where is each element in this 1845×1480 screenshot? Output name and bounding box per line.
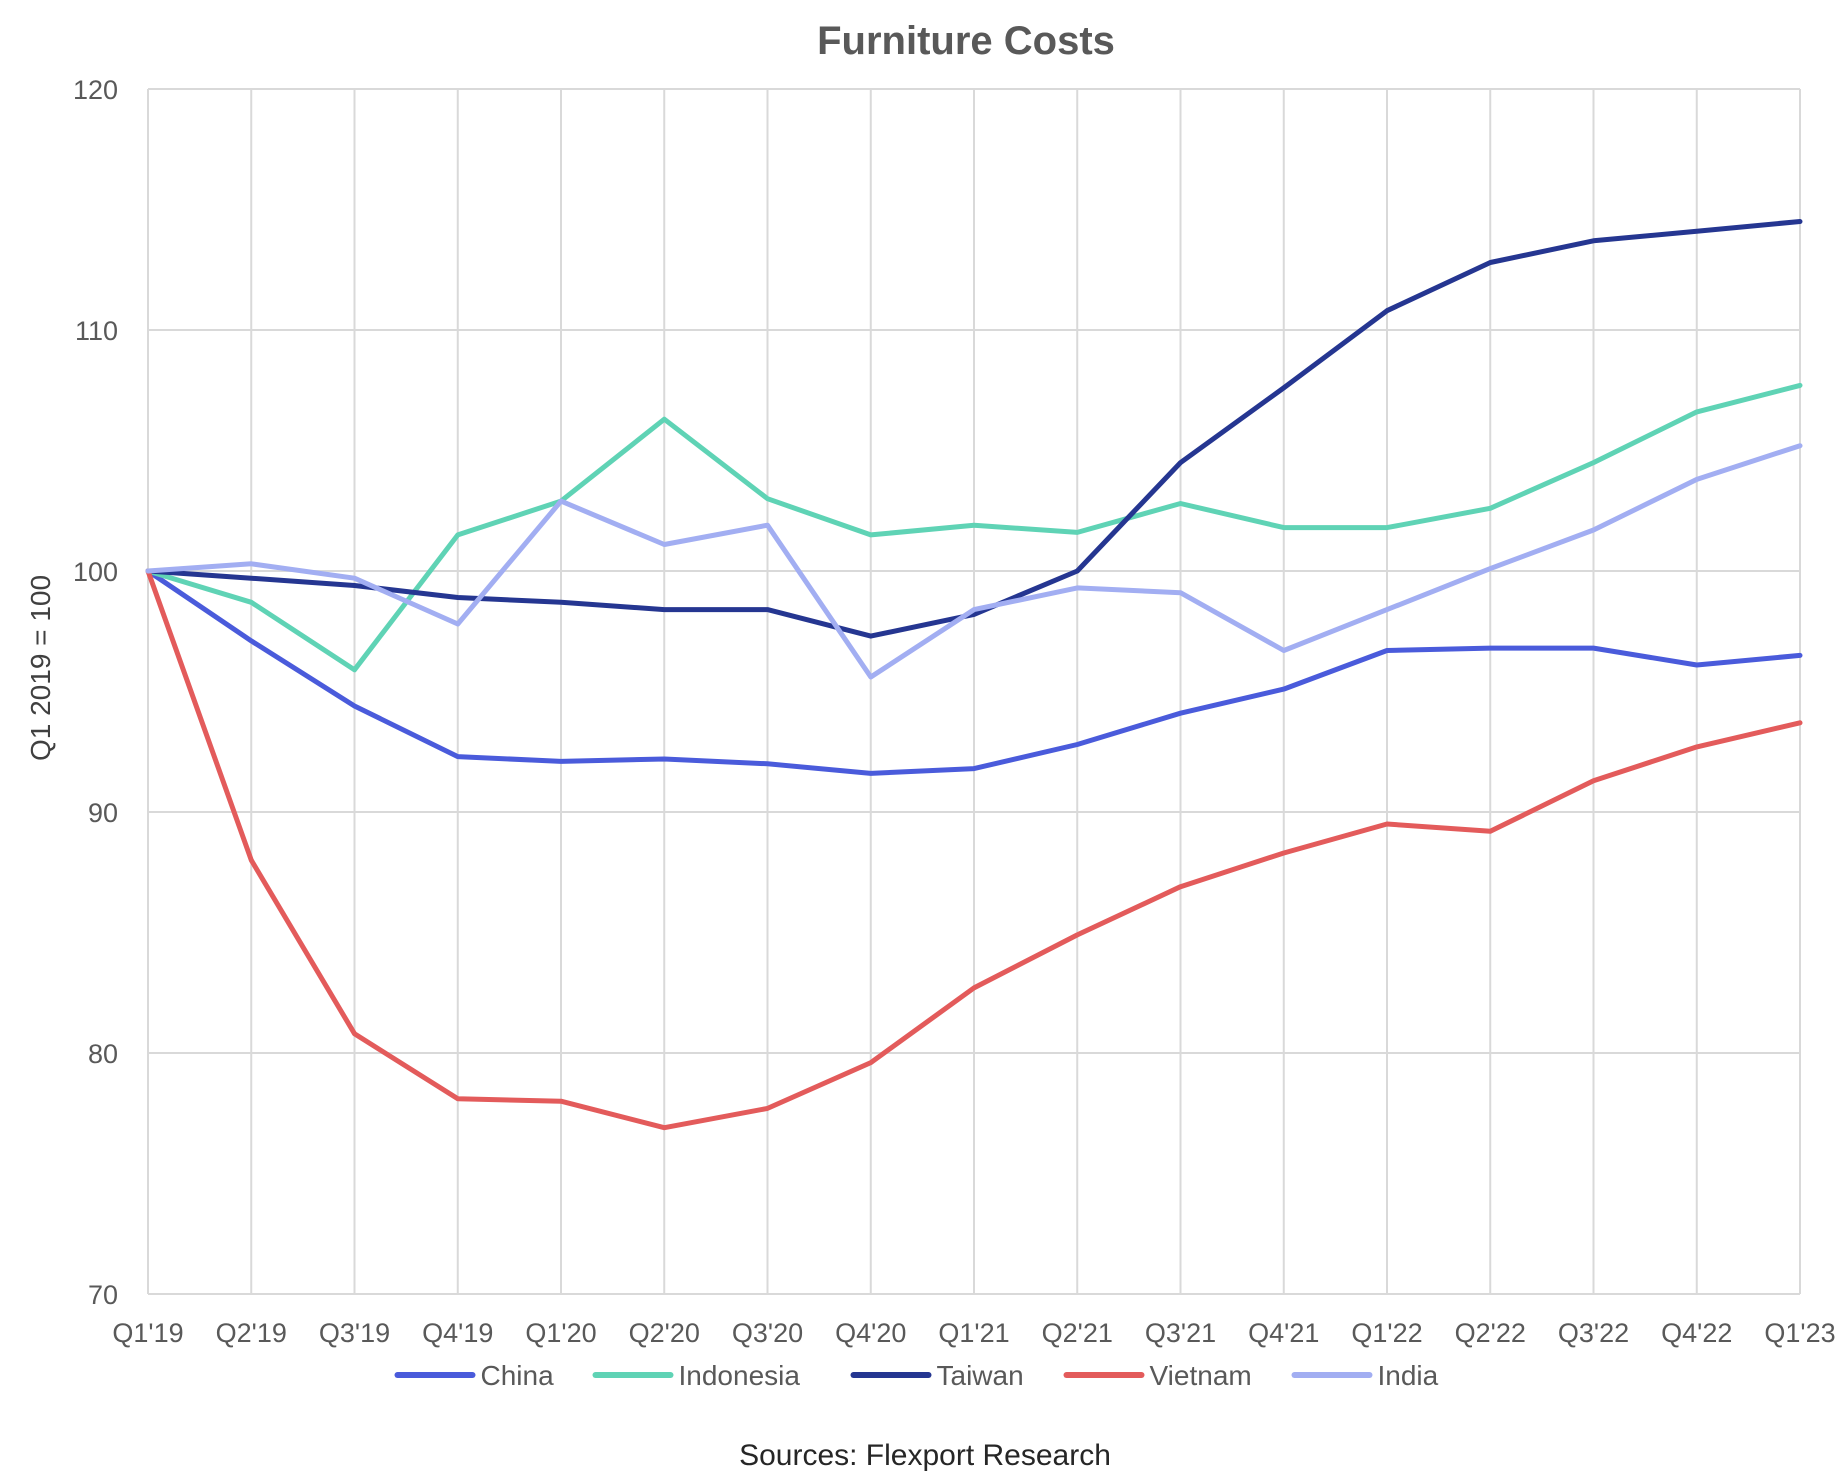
gridlines <box>147 88 1801 1295</box>
x-tick-label: Q3'22 <box>1558 1318 1629 1348</box>
x-tick-label: Q3'19 <box>319 1318 390 1348</box>
series-line-indonesia <box>145 382 1803 673</box>
y-tick-label: 100 <box>73 557 118 587</box>
series-line-vietnam <box>145 568 1803 1131</box>
x-tick-label: Q2'19 <box>216 1318 287 1348</box>
plot-lines <box>145 219 1803 1131</box>
x-tick-label: Q2'21 <box>1042 1318 1113 1348</box>
x-tick-label: Q1'19 <box>112 1318 183 1348</box>
series-line-taiwan <box>145 219 1803 639</box>
series-line-china <box>145 568 1803 776</box>
legend-label-vietnam: Vietnam <box>1150 1360 1252 1391</box>
x-tick-label: Q4'22 <box>1661 1318 1732 1348</box>
x-tick-label: Q3'21 <box>1145 1318 1216 1348</box>
x-tick-label: Q4'20 <box>835 1318 906 1348</box>
series-line-india <box>145 443 1803 680</box>
y-tick-label: 90 <box>88 798 118 828</box>
legend: China Indonesia Taiwan Vietnam India <box>394 1360 1439 1391</box>
x-tick-label: Q4'19 <box>422 1318 493 1348</box>
legend-label-taiwan: Taiwan <box>937 1360 1024 1391</box>
x-tick-label: Q3'20 <box>732 1318 803 1348</box>
legend-label-india: India <box>1378 1360 1439 1391</box>
x-tick-label: Q4'21 <box>1248 1318 1319 1348</box>
y-tick-label: 80 <box>88 1039 118 1069</box>
x-tick-labels: Q1'19 Q2'19 Q3'19 Q4'19 Q1'20 Q2'20 Q3'20 Q4'20… <box>112 1318 1835 1348</box>
x-tick-label: Q1'23 <box>1764 1318 1835 1348</box>
x-tick-label: Q1'22 <box>1351 1318 1422 1348</box>
legend-label-china: China <box>481 1360 555 1391</box>
x-tick-label: Q1'21 <box>938 1318 1009 1348</box>
y-tick-labels: 70 80 90 100 110 120 <box>73 75 118 1310</box>
y-tick-label: 120 <box>73 75 118 105</box>
y-axis-label: Q1 2019 = 100 <box>25 575 56 761</box>
x-tick-label: Q2'20 <box>629 1318 700 1348</box>
x-tick-label: Q1'20 <box>525 1318 596 1348</box>
y-tick-label: 70 <box>88 1280 118 1310</box>
chart-title: Furniture Costs <box>817 19 1115 63</box>
y-tick-label: 110 <box>75 316 118 346</box>
source-note: Sources: Flexport Research <box>739 1439 1111 1472</box>
x-tick-label: Q2'22 <box>1455 1318 1526 1348</box>
legend-label-indonesia: Indonesia <box>679 1360 801 1391</box>
